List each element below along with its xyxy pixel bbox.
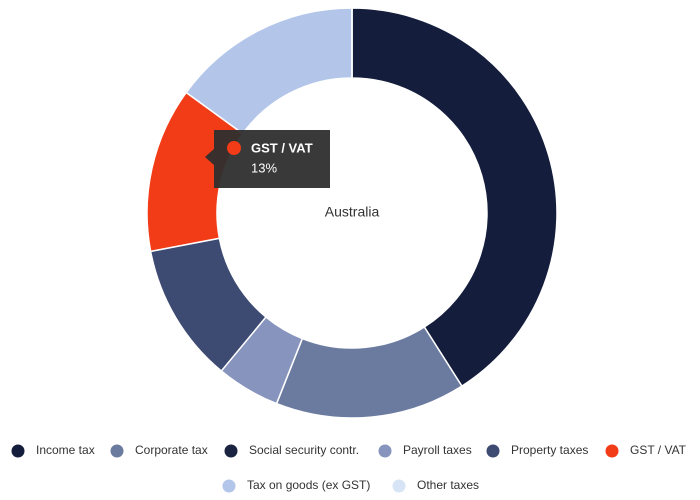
legend-marker (486, 444, 500, 458)
legend-label: Other taxes (417, 478, 479, 492)
legend-marker (110, 444, 124, 458)
legend-label: Payroll taxes (403, 443, 472, 457)
tooltip-marker (227, 141, 241, 155)
legend-label: Tax on goods (ex GST) (247, 478, 370, 492)
legend-marker (11, 444, 25, 458)
legend-marker (378, 444, 392, 458)
legend-marker (392, 479, 406, 493)
donut-segment (351, 7, 558, 388)
legend-label: Corporate tax (135, 443, 208, 457)
legend-label: Social security contr. (249, 443, 359, 457)
legend-label: GST / VAT (630, 443, 687, 457)
legend-label: Property taxes (511, 443, 588, 457)
tooltip: GST / VAT 13% (205, 130, 330, 188)
tooltip-series: GST / VAT (251, 140, 313, 155)
center-label: Australia (325, 204, 380, 220)
tooltip-box (205, 130, 330, 188)
legend-marker (222, 479, 236, 493)
legend-marker (605, 444, 619, 458)
tooltip-value: 13% (251, 160, 277, 175)
legend-label: Income tax (36, 443, 95, 457)
legend-marker (224, 444, 238, 458)
